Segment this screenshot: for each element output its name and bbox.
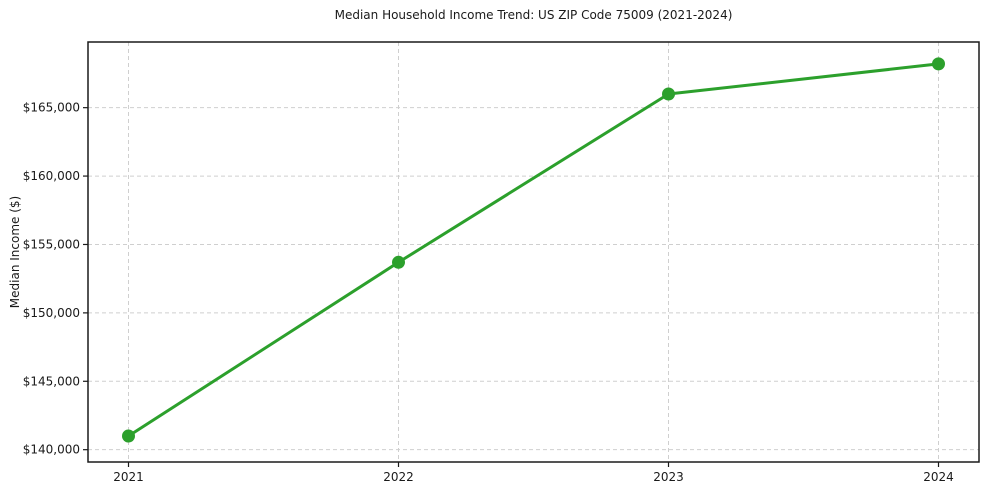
- y-tick-label: $160,000: [23, 169, 80, 183]
- data-point-2022: [392, 255, 405, 269]
- x-tick-label: 2024: [923, 470, 954, 484]
- data-point-2021: [122, 429, 135, 443]
- data-point-2023: [662, 87, 675, 101]
- y-tick-label: $150,000: [23, 306, 80, 320]
- y-tick-label: $155,000: [23, 237, 80, 251]
- y-tick-label: $165,000: [23, 101, 80, 115]
- x-tick-label: 2021: [113, 470, 144, 484]
- x-tick-label: 2022: [383, 470, 414, 484]
- x-tick-label: 2023: [653, 470, 684, 484]
- trend-line: [127, 62, 939, 438]
- data-point-2024: [932, 57, 945, 71]
- plot-border: [87, 41, 980, 463]
- y-tick-label: $145,000: [23, 374, 80, 388]
- chart-title: Median Household Income Trend: US ZIP Co…: [334, 8, 733, 22]
- y-tick-label: $140,000: [23, 443, 80, 457]
